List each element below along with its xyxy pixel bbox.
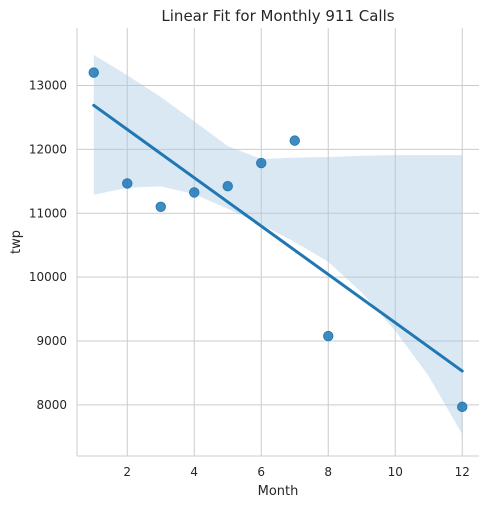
- confidence-band-layer: [93, 54, 463, 435]
- data-point: [457, 401, 468, 413]
- y-tick-label: 13000: [29, 78, 67, 92]
- x-axis-label: Month: [258, 484, 299, 499]
- data-point: [189, 187, 200, 198]
- y-tick-label: 12000: [29, 142, 67, 156]
- data-point: [155, 201, 166, 213]
- confidence-band: [93, 54, 463, 435]
- fit-line-layer: [92, 103, 464, 373]
- data-point: [289, 135, 300, 146]
- x-tick-label: 4: [190, 465, 198, 479]
- x-tick-label: 10: [388, 465, 403, 479]
- x-tick-label: 6: [257, 465, 265, 479]
- data-point: [256, 157, 267, 169]
- y-tick-label: 9000: [36, 334, 67, 348]
- y-axis-label: twp: [9, 230, 24, 254]
- y-tick-label: 8000: [36, 398, 67, 412]
- chart-title: Linear Fit for Monthly 911 Calls: [161, 7, 394, 25]
- data-point: [122, 178, 133, 189]
- grid: [77, 28, 479, 456]
- data-point: [88, 67, 99, 78]
- data-point: [323, 330, 334, 342]
- y-tick-label: 10000: [29, 270, 67, 284]
- tick-labels: 2 4 6 8 10 12 8000 9000 10000 11000 12000 13000: [29, 78, 470, 479]
- x-tick-label: 8: [324, 465, 332, 479]
- regression-line: [92, 103, 464, 373]
- axes: [76, 28, 479, 457]
- x-tick-label: 2: [123, 465, 131, 479]
- x-tick-label: 12: [455, 465, 470, 479]
- data-point: [222, 181, 233, 192]
- points-layer: [88, 67, 468, 413]
- y-tick-label: 11000: [29, 206, 67, 220]
